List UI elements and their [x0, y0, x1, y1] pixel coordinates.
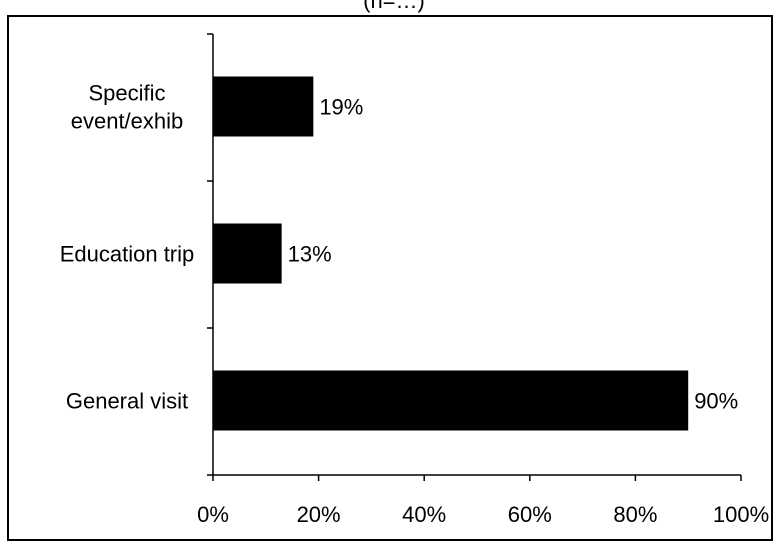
data-label: 90% — [694, 389, 738, 414]
category-label: Specific event/exhib — [71, 81, 184, 134]
bar — [213, 223, 282, 284]
category-label-line: event/exhib — [71, 109, 184, 134]
data-label: 19% — [319, 95, 363, 120]
data-label: 13% — [288, 242, 332, 267]
chart-title: (n=…) — [363, 0, 425, 13]
category-label-line: General visit — [66, 389, 188, 414]
chart-border — [7, 15, 773, 541]
bar — [213, 76, 314, 137]
x-tick-label: 40% — [402, 502, 446, 527]
category-label: General visit — [66, 389, 188, 414]
x-tick-label: 20% — [297, 502, 341, 527]
bar — [213, 370, 689, 431]
x-tick-label: 60% — [508, 502, 552, 527]
x-tick-label: 0% — [197, 502, 229, 527]
x-tick-label: 100% — [713, 502, 769, 527]
category-label: Education trip — [60, 242, 195, 267]
x-tick-label: 80% — [613, 502, 657, 527]
bars — [213, 76, 689, 431]
labels: 0% 20% 40% 60% 80% 100% 19% Specific event/exhib… — [60, 81, 769, 528]
category-label-line: Specific — [88, 81, 165, 106]
category-label-line: Education trip — [60, 242, 195, 267]
